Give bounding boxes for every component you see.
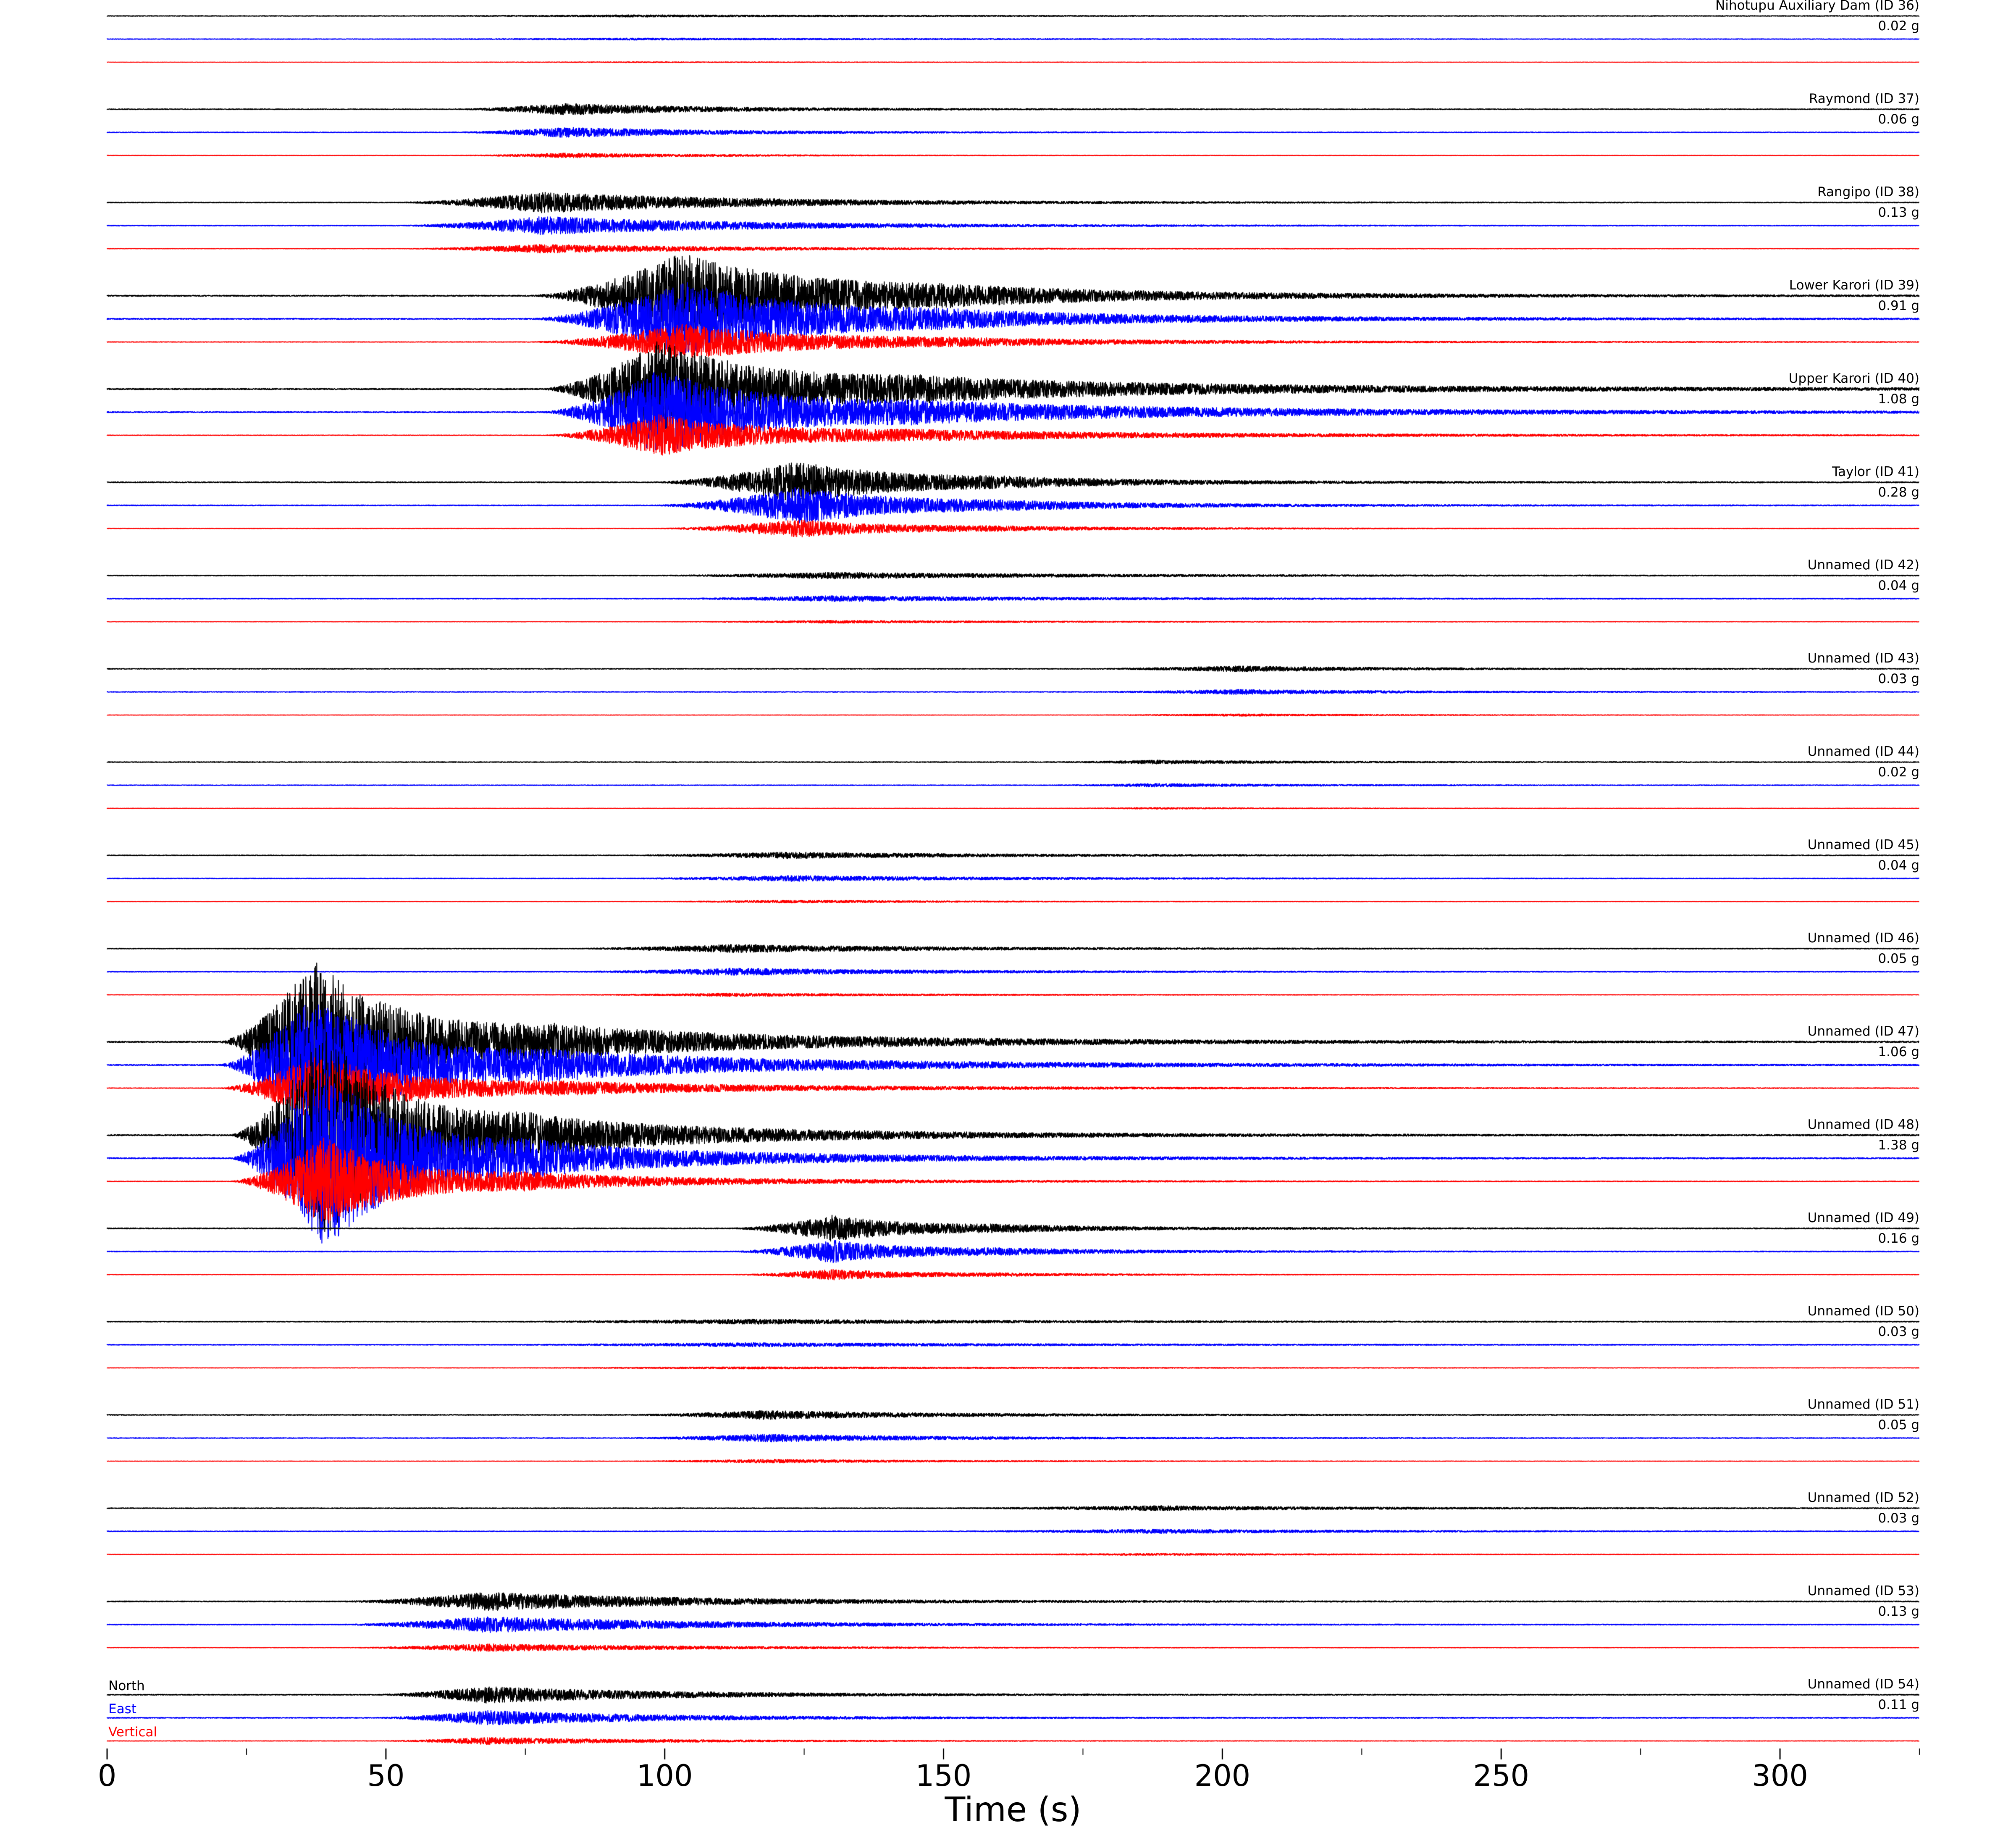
station-label: Unnamed (ID 50) xyxy=(1807,1304,1919,1319)
station-label: Nihotupu Auxiliary Dam (ID 36) xyxy=(1715,0,1919,13)
x-tick-label: 300 xyxy=(1752,1759,1808,1793)
station-label: Unnamed (ID 47) xyxy=(1807,1024,1919,1039)
x-tick-label: 150 xyxy=(915,1759,972,1793)
legend-north-label: North xyxy=(108,1678,145,1693)
station-pga: 0.28 g xyxy=(1878,485,1919,500)
station-label: Lower Karori (ID 39) xyxy=(1789,278,1919,293)
station-pga: 0.05 g xyxy=(1878,1417,1919,1433)
station-pga: 0.04 g xyxy=(1878,858,1919,873)
station-pga: 0.02 g xyxy=(1878,18,1919,34)
station-label: Rangipo (ID 38) xyxy=(1817,184,1919,200)
station-pga: 0.05 g xyxy=(1878,951,1919,966)
station-pga: 1.38 g xyxy=(1878,1138,1919,1153)
legend-east-label: East xyxy=(108,1701,136,1717)
x-axis-label: Time (s) xyxy=(945,1790,1082,1829)
station-label: Upper Karori (ID 40) xyxy=(1788,371,1919,386)
station-pga: 0.04 g xyxy=(1878,578,1919,593)
station-label: Unnamed (ID 45) xyxy=(1807,837,1919,852)
station-label: Unnamed (ID 52) xyxy=(1807,1490,1919,1505)
station-pga: 0.13 g xyxy=(1878,1604,1919,1619)
station-pga: 0.03 g xyxy=(1878,1511,1919,1526)
x-tick-label: 250 xyxy=(1473,1759,1530,1793)
station-label: Unnamed (ID 42) xyxy=(1807,557,1919,573)
station-label: Unnamed (ID 44) xyxy=(1807,744,1919,759)
station-label: Unnamed (ID 43) xyxy=(1807,651,1919,666)
station-pga: 0.11 g xyxy=(1878,1697,1919,1712)
station-label: Taylor (ID 41) xyxy=(1832,464,1919,479)
station-pga: 0.03 g xyxy=(1878,1324,1919,1339)
station-pga: 1.08 g xyxy=(1878,392,1919,407)
x-tick-label: 50 xyxy=(367,1759,405,1793)
station-pga: 0.13 g xyxy=(1878,205,1919,220)
station-label: Unnamed (ID 46) xyxy=(1807,931,1919,946)
station-pga: 0.16 g xyxy=(1878,1231,1919,1246)
station-label: Raymond (ID 37) xyxy=(1809,91,1919,106)
station-label: Unnamed (ID 54) xyxy=(1807,1677,1919,1692)
x-tick-label: 0 xyxy=(97,1759,117,1793)
x-tick-label: 200 xyxy=(1194,1759,1251,1793)
station-pga: 0.02 g xyxy=(1878,765,1919,780)
station-pga: 0.06 g xyxy=(1878,112,1919,127)
station-label: Unnamed (ID 49) xyxy=(1807,1210,1919,1225)
station-pga: 0.91 g xyxy=(1878,298,1919,313)
station-label: Unnamed (ID 51) xyxy=(1807,1397,1919,1412)
legend-vertical-label: Vertical xyxy=(108,1725,158,1740)
station-label: Unnamed (ID 48) xyxy=(1807,1117,1919,1132)
x-tick-label: 100 xyxy=(636,1759,693,1793)
station-label: Unnamed (ID 53) xyxy=(1807,1583,1919,1599)
station-pga: 1.06 g xyxy=(1878,1044,1919,1060)
station-pga: 0.03 g xyxy=(1878,671,1919,686)
